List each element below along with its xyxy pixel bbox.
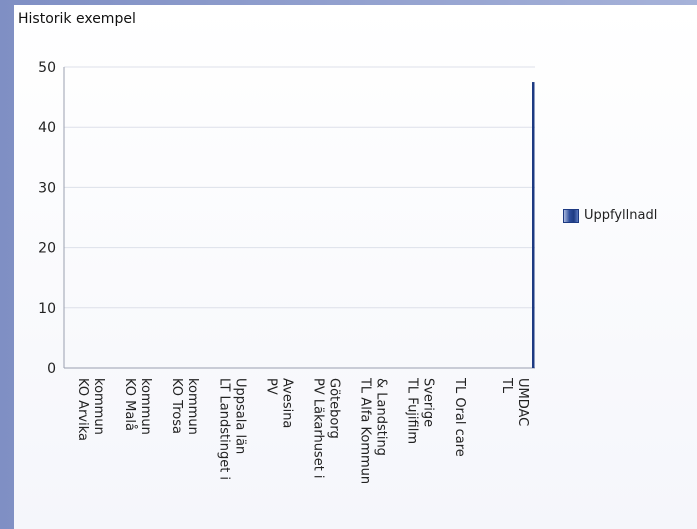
chart-panel: Historik exempel 0 10 20 30 40 50 KO Arvika kom…: [14, 5, 697, 529]
x-tick-label: PV Läkarhuset i: [311, 378, 326, 479]
y-tick-label: 30: [38, 180, 56, 196]
x-tick-label: TL: [499, 377, 514, 394]
y-tick-label: 10: [38, 301, 56, 317]
y-tick-label: 50: [38, 60, 56, 76]
x-tick-label: TL Alfa Kommun: [358, 377, 373, 484]
y-tick-label: 40: [38, 120, 56, 136]
x-tick-label: TL Fujifilm: [405, 377, 420, 444]
x-tick-label: KO Malå: [122, 378, 137, 431]
x-tick-label: KO Trosa: [169, 378, 184, 434]
x-tick-label: TL Oral care: [452, 377, 467, 457]
legend-label: Uppfyllnadl: [584, 208, 658, 223]
x-tick-label: Uppsala län: [232, 378, 247, 454]
x-tick-label: kommun: [185, 378, 200, 435]
chart-title: Historik exempel: [18, 11, 136, 27]
x-tick-label: & Landsting: [374, 378, 389, 456]
x-tick-label: Sverige: [421, 378, 436, 427]
x-tick-label: kommun: [138, 378, 153, 435]
x-tick-label: kommun: [91, 378, 106, 435]
x-tick-label: Avesina: [279, 378, 294, 428]
legend: Uppfyllnadl: [563, 208, 657, 223]
bar: [532, 82, 535, 369]
y-tick-label: 20: [38, 241, 56, 257]
x-tick-label: UMDAC: [515, 378, 530, 426]
x-tick-label: Göteborg: [327, 378, 342, 439]
x-tick-label: PV: [263, 378, 278, 395]
x-tick-label: KO Arvika: [75, 378, 90, 441]
x-tick-label: LT Landstinget i: [216, 378, 231, 480]
legend-swatch: [563, 208, 579, 223]
y-tick-label: 0: [47, 361, 56, 377]
